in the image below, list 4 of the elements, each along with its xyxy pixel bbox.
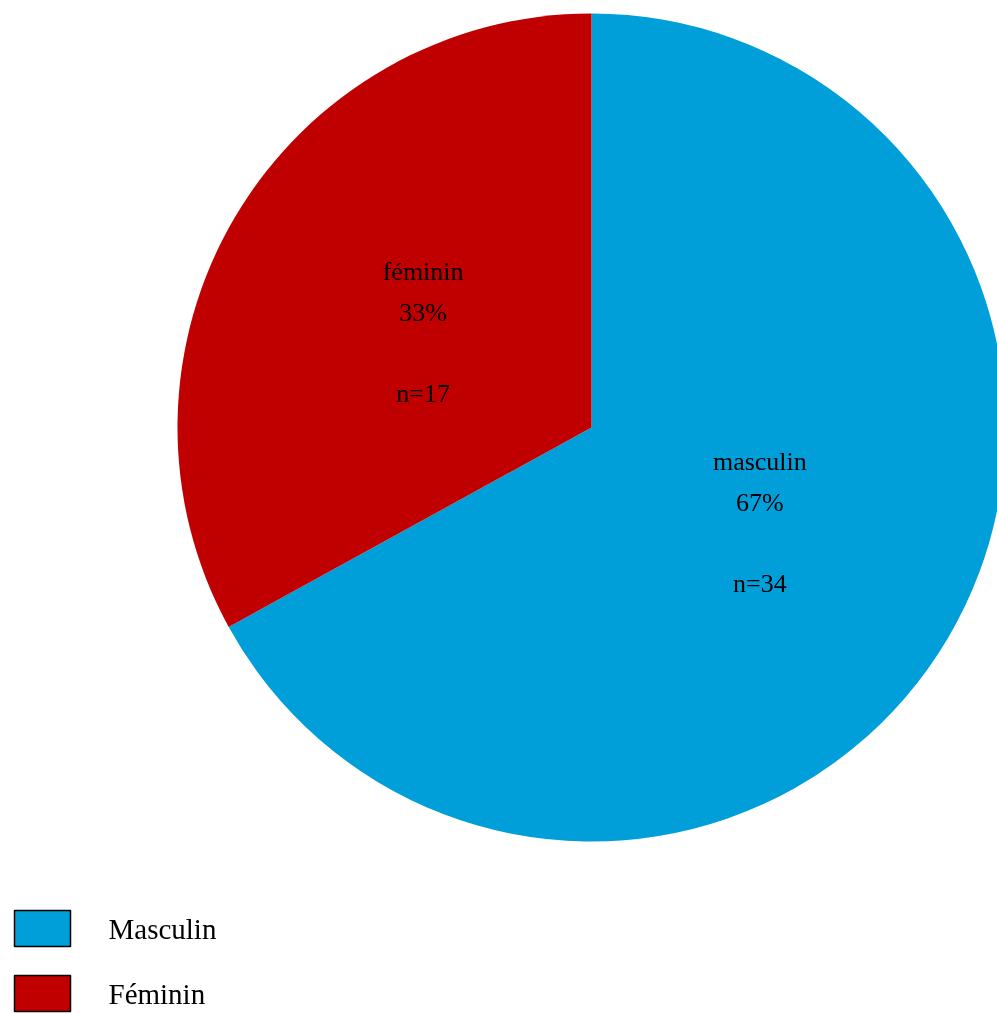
text: féminin 33% n=17 bbox=[382, 257, 464, 409]
text: masculin 67% n=34 bbox=[712, 446, 807, 598]
legend-label: Masculin bbox=[108, 912, 217, 945]
legend-label: Féminin bbox=[108, 977, 206, 1010]
